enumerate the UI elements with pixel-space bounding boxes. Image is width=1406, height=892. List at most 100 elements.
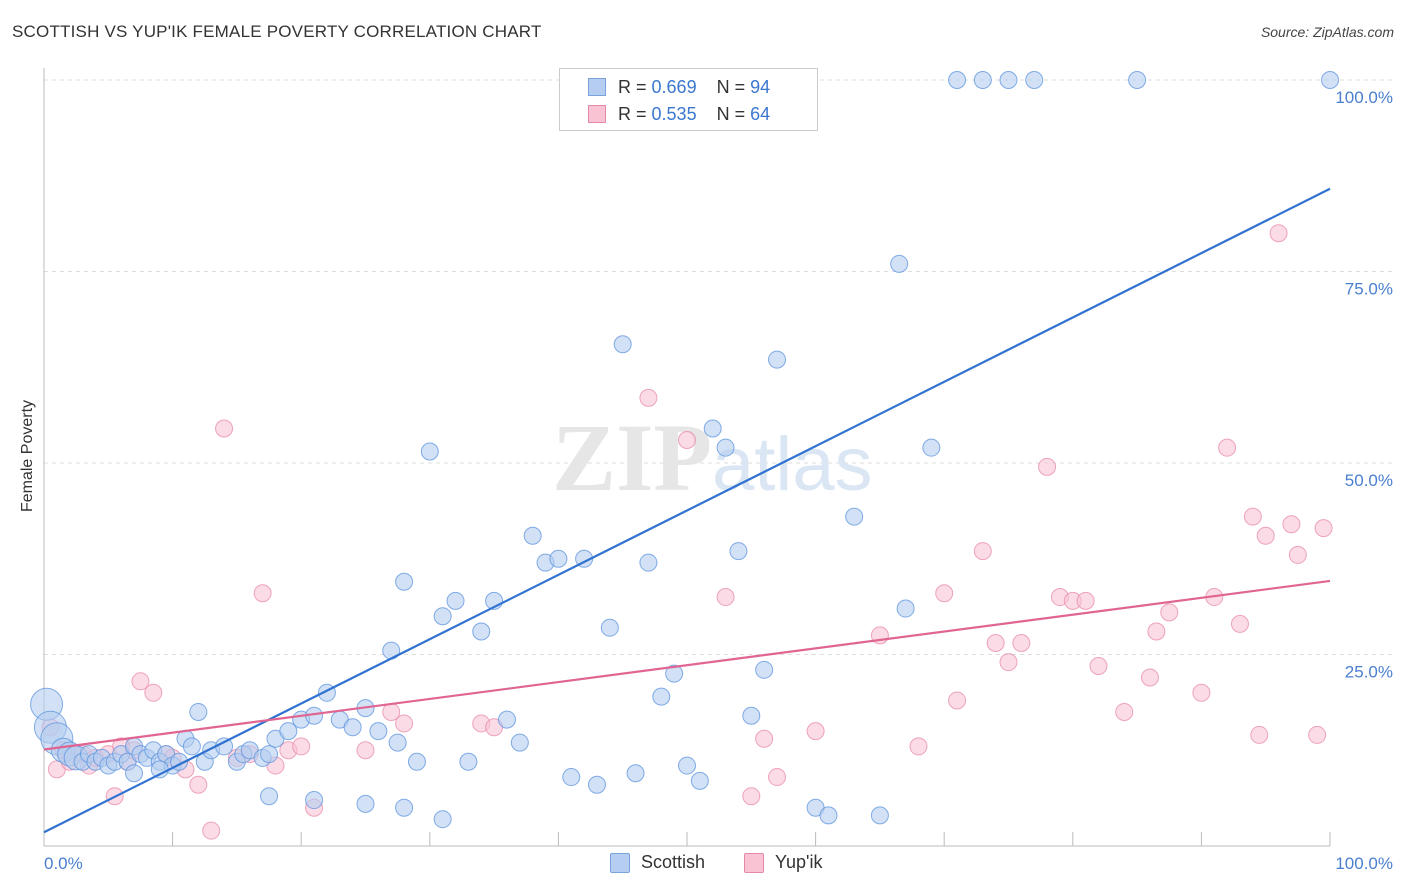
yupik-point — [1269, 224, 1288, 243]
yupik-point — [742, 787, 761, 806]
scottish-points — [30, 71, 1339, 829]
y-tick-label: 25.0% — [1345, 663, 1393, 682]
scottish-point — [260, 787, 279, 806]
yupik-trend-line — [43, 579, 1331, 751]
scottish-point — [562, 768, 581, 787]
yupik-point — [395, 714, 414, 733]
legend-swatch-yupik — [588, 105, 606, 123]
scottish-point — [639, 553, 658, 572]
yupik-point — [1243, 507, 1262, 526]
x-tick-label: 0.0% — [44, 854, 83, 873]
yupik-point — [1115, 702, 1134, 721]
yupik-point — [1089, 656, 1108, 675]
scottish-point — [189, 702, 208, 721]
scottish-point — [768, 350, 787, 369]
yupik-point — [1250, 725, 1269, 744]
yupik-point — [1218, 438, 1237, 457]
scottish-point — [305, 791, 324, 810]
yupik-point — [935, 584, 954, 603]
yupik-point — [806, 722, 825, 741]
scottish-trend-line — [43, 187, 1331, 834]
yupik-point — [292, 737, 311, 756]
scottish-point — [395, 798, 414, 817]
scottish-point — [420, 442, 439, 461]
scottish-point — [182, 737, 201, 756]
yupik-point — [1160, 603, 1179, 622]
yupik-point — [1230, 614, 1249, 633]
scottish-point — [472, 622, 491, 641]
watermark: ZIP atlas — [552, 404, 873, 511]
scottish-point — [215, 737, 234, 756]
y-tick-label: 75.0% — [1345, 280, 1393, 299]
legend-label-scottish: Scottish — [641, 852, 706, 872]
scottish-point — [678, 756, 696, 775]
scottish-point — [922, 438, 941, 457]
scottish-point — [587, 775, 606, 794]
legend-swatch-scottish — [610, 853, 630, 873]
yupik-point — [1288, 545, 1307, 564]
yupik-point — [253, 584, 272, 603]
scottish-point — [948, 71, 967, 89]
yupik-point — [215, 419, 234, 438]
legend-swatch-yupik — [744, 853, 764, 873]
yupik-point — [1140, 668, 1159, 687]
legend-r-label: R = — [618, 104, 647, 124]
scottish-point — [870, 806, 889, 825]
legend-n-label: N = — [716, 77, 746, 97]
source-label: Source: ZipAtlas.com — [1260, 24, 1394, 40]
yupik-point — [716, 588, 735, 607]
correlation-legend: R = 0.669 N = 94 R = 0.535 N = 64 — [559, 68, 818, 131]
scottish-point — [1025, 71, 1044, 89]
y-tick-label: 100.0% — [1335, 88, 1393, 107]
scottish-point — [999, 71, 1018, 89]
yupik-point — [1147, 622, 1166, 641]
yupik-point — [639, 388, 658, 407]
yupik-point — [986, 634, 1005, 653]
yupik-point — [999, 653, 1018, 672]
scottish-point — [716, 438, 735, 457]
yupik-point — [144, 683, 163, 702]
scottish-point — [600, 618, 619, 637]
scottish-point — [523, 526, 542, 545]
trend-lines — [43, 187, 1331, 834]
yupik-point — [1282, 515, 1301, 534]
scottish-point — [890, 254, 909, 273]
scottish-point — [703, 419, 722, 438]
x-tick-label: 100.0% — [1335, 854, 1393, 873]
scottish-point — [652, 687, 671, 706]
watermark-zip: ZIP — [552, 404, 712, 511]
scottish-point — [459, 752, 478, 771]
scottish-point — [343, 718, 362, 737]
legend-r-value: 0.669 — [651, 77, 697, 97]
yupik-point — [202, 821, 221, 840]
scottish-point — [1128, 71, 1147, 89]
scottish-point — [626, 764, 645, 783]
legend-r-label: R = — [618, 77, 647, 97]
scottish-point — [613, 335, 632, 354]
yupik-point — [973, 542, 992, 561]
scottish-point — [973, 71, 992, 89]
chart-title: SCOTTISH VS YUP'IK FEMALE POVERTY CORREL… — [12, 22, 542, 41]
yupik-point — [1076, 591, 1095, 610]
yupik-point — [1308, 725, 1327, 744]
legend-swatch-scottish — [588, 78, 606, 96]
yupik-point — [1192, 683, 1211, 702]
scottish-point — [395, 572, 414, 591]
scottish-point — [356, 794, 375, 813]
scottish-point — [755, 660, 774, 679]
yupik-point — [131, 672, 150, 691]
yupik-point — [356, 741, 375, 760]
legend-n-value: 64 — [750, 104, 771, 124]
scottish-point — [690, 771, 709, 790]
scottish-point — [845, 507, 864, 526]
yupik-point — [189, 775, 208, 794]
yupik-point — [1038, 457, 1057, 476]
yupik-point — [948, 691, 967, 710]
scottish-point — [279, 722, 298, 741]
scottish-point — [446, 591, 465, 610]
scottish-point — [433, 810, 452, 829]
scottish-point — [407, 752, 426, 771]
scottish-point — [125, 764, 144, 783]
scottish-point — [896, 599, 915, 618]
